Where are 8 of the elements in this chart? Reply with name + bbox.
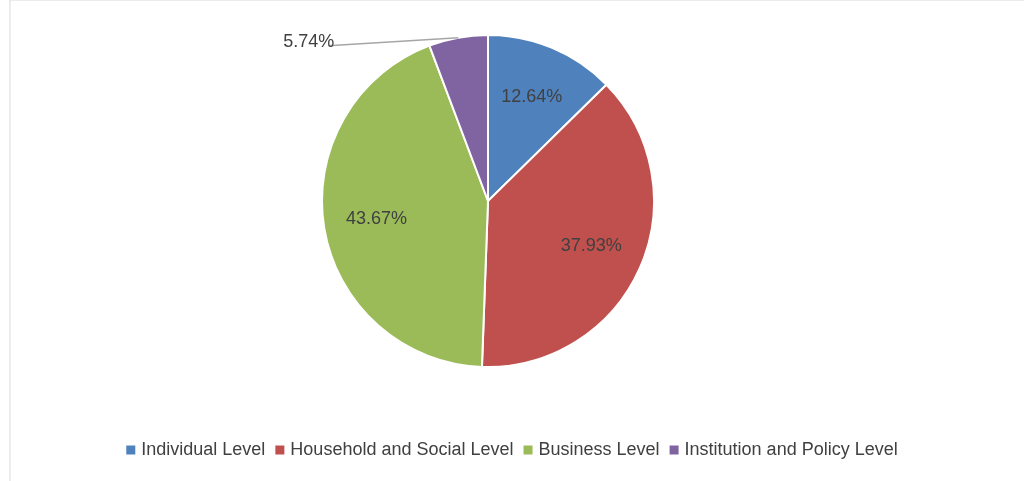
legend-label: Institution and Policy Level [684,438,898,459]
legend-label: Individual Level [141,438,266,459]
data-label: 37.93% [560,235,622,256]
data-label: 5.74% [283,31,335,52]
legend-label: Household and Social Level [290,438,514,459]
data-label: 43.67% [346,207,408,228]
legend-label: Business Level [538,438,660,459]
data-label: 12.64% [501,85,563,106]
